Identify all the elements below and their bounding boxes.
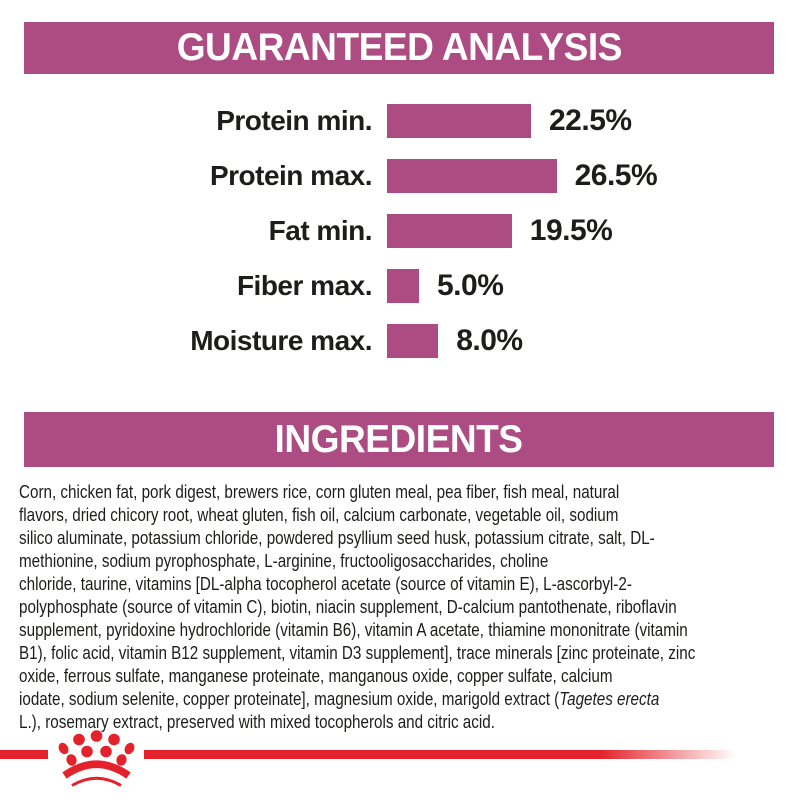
ingredients-segment: flavors, dried chicory root, wheat glute… [19,505,619,525]
chart-category-label: Fiber max. [236,270,373,301]
chart-row: Moisture max. 8.0% [0,324,800,358]
royal-canin-crown-logo [58,730,135,787]
chart-bar [387,159,557,193]
ingredients-segment: L.), rosemary extract, preserved with mi… [19,712,495,732]
ingredients-segment: supplement, pyridoxine hydrochloride (vi… [19,620,688,640]
ingredients-line: iodate, sodium selenite, copper proteina… [19,688,670,711]
chart-row: Fat min. 19.5% [0,214,800,248]
ingredients-line: polyphosphate (source of vitamin C), bio… [19,596,677,619]
ingredients-line: chloride, taurine, vitamins [DL-alpha to… [19,573,670,596]
chart-category-label: Fat min. [268,215,373,246]
chart-value-label: 22.5% [549,104,632,137]
ingredients-segment: Corn, chicken fat, pork digest, brewers … [19,482,620,502]
guaranteed-analysis-chart: Protein min. 22.5% Protein max. 26.5% Fat mi… [0,104,800,379]
chart-category-label: Protein min. [216,105,372,136]
chart-row: Protein max. 26.5% [0,159,800,193]
ingredients-segment: chloride, taurine, vitamins [DL-alpha to… [19,574,632,594]
red-divider-line-right [144,750,736,759]
chart-bar [387,104,531,138]
chart-category-label: Protein max. [209,160,373,191]
ingredients-line: B1), folic acid, vitamin B12 supplement,… [19,642,695,665]
chart-row: Fiber max. 5.0% [0,269,800,303]
ingredients-line: supplement, pyridoxine hydrochloride (vi… [19,619,688,642]
ingredients-segment: polyphosphate (source of vitamin C), bio… [19,597,677,617]
chart-row: Protein min. 22.5% [0,104,800,138]
chart-category-label: Moisture max. [190,325,372,356]
ingredients-segment: iodate, sodium selenite, copper proteina… [19,689,560,709]
chart-bar [387,214,512,248]
red-divider-line-left [0,750,48,759]
crown-arc-thick [62,760,131,779]
ingredients-line: methionine, sodium pyrophosphate, L-argi… [19,550,670,573]
crown-dots [58,730,135,766]
ingredients-line: L.), rosemary extract, preserved with mi… [19,711,670,734]
ingredients-title: INGREDIENTS [275,417,523,461]
chart-value-label: 26.5% [574,159,658,192]
chart-bar [387,324,439,358]
ingredients-latin-name: Tagetes erecta [559,689,660,709]
crown-arc-thin [71,776,122,787]
chart-bar [387,269,419,303]
ingredients-line: Corn, chicken fat, pork digest, brewers … [19,481,670,504]
chart-value-label: 8.0% [456,324,523,357]
ingredients-segment: B1), folic acid, vitamin B12 supplement,… [19,643,696,663]
guaranteed-analysis-banner: GUARANTEED ANALYSIS [24,22,774,74]
ingredients-segment: silico aluminate, potassium chloride, po… [19,528,655,548]
chart-value-label: 19.5% [529,214,613,247]
chart-value-label: 5.0% [437,269,504,302]
ingredients-text: Corn, chicken fat, pork digest, brewers … [19,481,789,734]
ingredients-line: flavors, dried chicory root, wheat glute… [19,504,670,527]
ingredients-line: oxide, ferrous sulfate, manganese protei… [19,665,670,688]
ingredients-segment: oxide, ferrous sulfate, manganese protei… [19,666,613,686]
ingredients-line: silico aluminate, potassium chloride, po… [19,527,670,550]
ingredients-segment: methionine, sodium pyrophosphate, L-argi… [19,551,549,571]
ingredients-banner: INGREDIENTS [24,412,774,467]
guaranteed-analysis-title: GUARANTEED ANALYSIS [176,26,622,69]
